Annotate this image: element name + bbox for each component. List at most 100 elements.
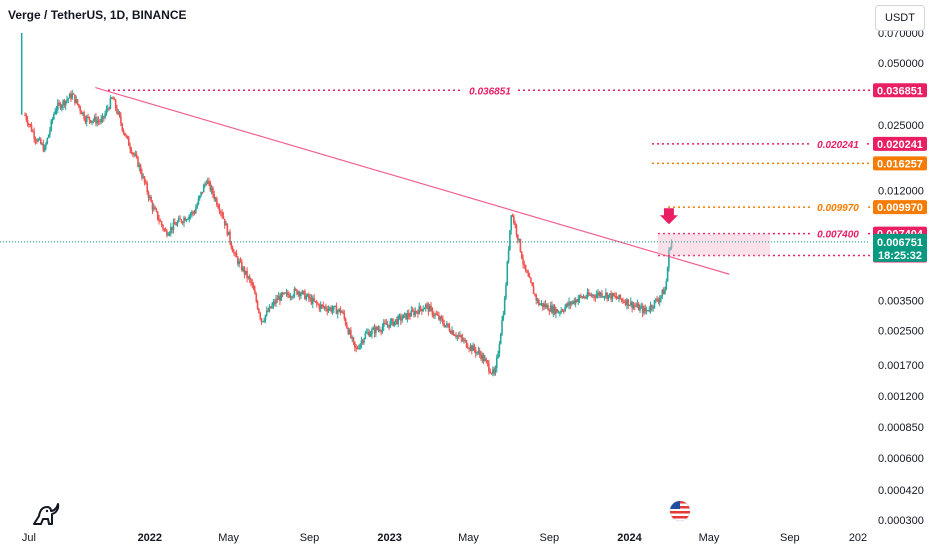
candle-body bbox=[155, 209, 158, 212]
candle-body bbox=[468, 348, 470, 350]
candle-body bbox=[173, 222, 176, 225]
candle-body bbox=[435, 313, 438, 315]
level-label-bg bbox=[810, 200, 866, 214]
candle-body bbox=[357, 348, 360, 350]
candle-body bbox=[315, 301, 318, 304]
candle-body bbox=[208, 181, 210, 183]
candle-body bbox=[308, 294, 310, 299]
candle-body bbox=[116, 108, 118, 114]
candle-body bbox=[244, 270, 247, 275]
candle-body bbox=[351, 337, 354, 339]
candle-body bbox=[568, 301, 570, 306]
candle-body bbox=[367, 332, 369, 334]
candle-body bbox=[276, 298, 279, 300]
candle-body bbox=[376, 327, 378, 330]
candle-body bbox=[534, 293, 536, 295]
candle-body bbox=[623, 301, 626, 303]
current-price-tag: 0.006751 bbox=[877, 237, 923, 249]
candle-body bbox=[449, 331, 452, 334]
candle-body bbox=[131, 153, 134, 155]
candle-body bbox=[377, 329, 380, 331]
candle-body bbox=[302, 290, 305, 292]
candle-body bbox=[453, 335, 456, 337]
candle-body bbox=[196, 204, 198, 209]
candle-body bbox=[382, 322, 385, 328]
candle-body bbox=[74, 94, 76, 103]
candle-body bbox=[461, 337, 464, 341]
candle-body bbox=[581, 296, 583, 298]
candle-body bbox=[68, 93, 71, 99]
candle-body bbox=[76, 99, 79, 105]
candle-body bbox=[225, 223, 227, 226]
candle-body bbox=[168, 232, 171, 235]
candle-body bbox=[306, 294, 309, 297]
candle-body bbox=[565, 303, 568, 307]
candle-body bbox=[50, 120, 53, 130]
candle-body bbox=[37, 139, 39, 142]
candle-body bbox=[100, 119, 102, 122]
candle-body bbox=[644, 307, 647, 312]
candle-body bbox=[343, 313, 346, 319]
candle-body bbox=[582, 296, 585, 298]
y-tick-label: 0.000600 bbox=[878, 453, 924, 465]
candle-body bbox=[411, 310, 414, 312]
candle-body bbox=[528, 276, 531, 279]
candle-body bbox=[104, 113, 106, 118]
candle-body bbox=[452, 330, 455, 336]
candle-body bbox=[239, 261, 242, 263]
candle-body bbox=[428, 305, 431, 312]
candle-body bbox=[414, 311, 417, 316]
candle-body bbox=[112, 97, 114, 100]
candle-body bbox=[630, 301, 632, 306]
candle-body bbox=[530, 278, 532, 283]
currency-button[interactable]: USDT bbox=[875, 5, 925, 31]
candle-body bbox=[388, 324, 390, 328]
x-tick-label: May bbox=[218, 532, 239, 544]
candle-body bbox=[230, 242, 233, 248]
candle-body bbox=[262, 321, 264, 323]
candle-body bbox=[446, 323, 448, 326]
x-tick-label: 2024 bbox=[617, 532, 642, 544]
candle-body bbox=[271, 305, 273, 309]
candle-body bbox=[486, 360, 489, 364]
candle-body bbox=[523, 264, 526, 266]
candle-body bbox=[626, 299, 628, 305]
candle-body bbox=[80, 111, 83, 115]
candle-body bbox=[597, 292, 599, 295]
candle-body bbox=[289, 296, 292, 298]
candle-body bbox=[33, 131, 35, 139]
candle-body bbox=[548, 310, 551, 312]
candle-body bbox=[272, 302, 275, 306]
candle-body bbox=[469, 345, 472, 349]
candle-body bbox=[436, 314, 439, 316]
candle-body bbox=[181, 222, 184, 224]
candle-body bbox=[447, 323, 449, 327]
candle-body bbox=[536, 299, 539, 301]
candle-body bbox=[256, 301, 259, 309]
candle-body bbox=[574, 299, 577, 304]
candle-body bbox=[506, 261, 509, 285]
candle-body bbox=[460, 335, 463, 338]
candle-body bbox=[464, 339, 467, 341]
candle-body bbox=[481, 354, 484, 360]
candle-body bbox=[273, 302, 276, 304]
candle-body bbox=[84, 118, 87, 123]
candle-body bbox=[372, 327, 375, 330]
candle-body bbox=[384, 322, 386, 324]
candle-body bbox=[639, 307, 641, 311]
candle-body bbox=[585, 297, 587, 299]
candle-body bbox=[110, 97, 113, 99]
candle-body bbox=[339, 308, 342, 313]
candle-body bbox=[559, 312, 561, 314]
candle-body bbox=[300, 293, 302, 296]
candle-body bbox=[263, 320, 265, 322]
candle-body bbox=[544, 304, 547, 308]
candle-body bbox=[200, 191, 202, 196]
candle-body bbox=[527, 272, 530, 277]
level-label-bg bbox=[810, 226, 866, 240]
candle-body bbox=[109, 98, 112, 109]
candle-body bbox=[511, 215, 514, 217]
candle-body bbox=[30, 125, 33, 132]
candle-body bbox=[485, 358, 488, 361]
